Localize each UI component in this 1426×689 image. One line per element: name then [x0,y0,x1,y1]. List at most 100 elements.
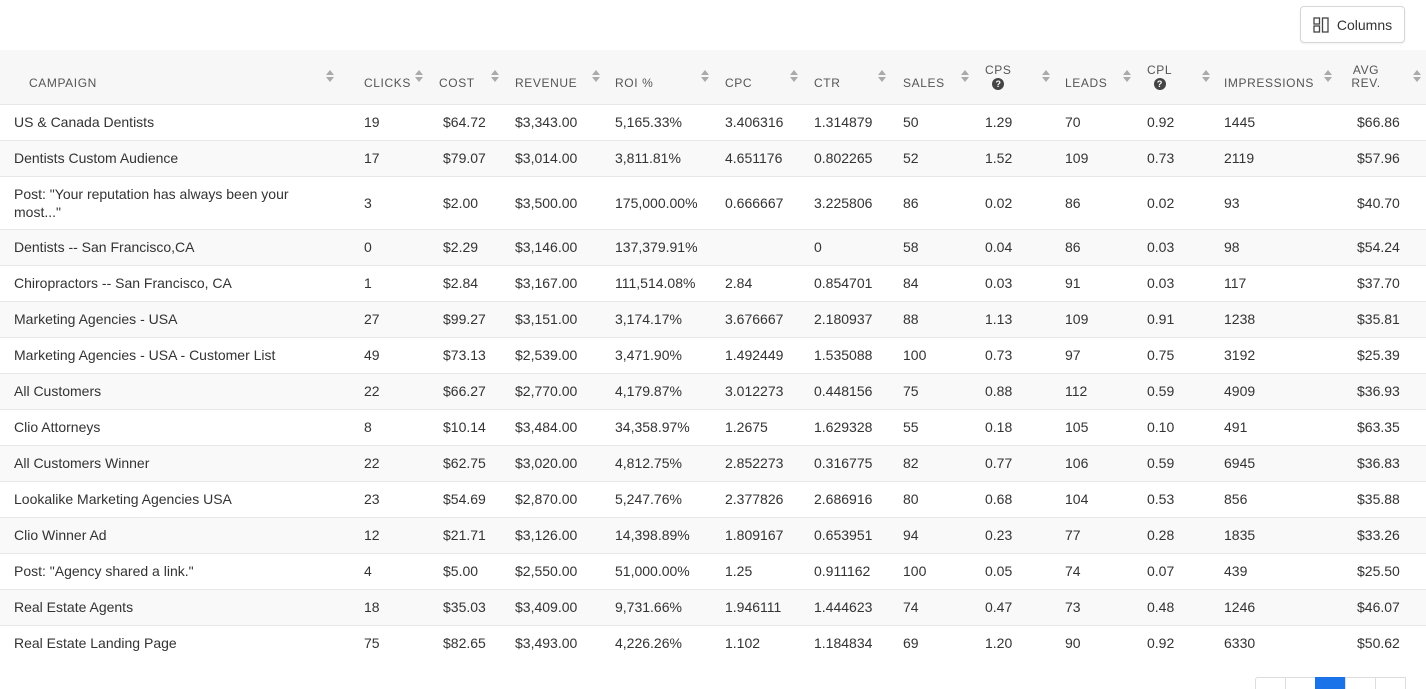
cell-roi: 9,731.66% [615,599,682,615]
header-cost[interactable]: COST [429,50,506,104]
cell-ctr: 1.444623 [814,599,873,615]
sort-icon[interactable] [326,70,334,84]
cell-cps: 1.29 [985,114,1013,130]
page-button[interactable] [1255,677,1286,689]
cell-cpc: 1.492449 [725,347,784,363]
cell-impressions: 6945 [1224,455,1256,471]
header-cpc[interactable]: CPC [716,50,804,104]
table-row[interactable]: Clio Attorneys 8 $10.14 $3,484.00 34,358.97%… [0,409,1426,445]
cell-campaign[interactable]: Post: "Agency shared a link." [14,563,194,579]
sort-icon[interactable] [1324,70,1332,84]
header-campaign[interactable]: CAMPAIGN [0,50,350,104]
cell-leads: 90 [1065,635,1081,652]
cell-campaign[interactable]: Clio Attorneys [14,419,101,435]
table-row[interactable]: Clio Winner Ad 12 $21.71 $3,126.00 14,398.89… [0,517,1426,553]
cell-campaign[interactable]: Real Estate Landing Page [14,635,177,652]
table-row[interactable]: All Customers Winner 22 $62.75 $3,020.00 4,8… [0,445,1426,481]
cell-campaign[interactable]: All Customers [14,383,102,399]
cell-sales: 94 [903,527,919,543]
cell-cpc: 3.012273 [725,383,784,399]
cell-revenue: $2,870.00 [515,491,578,507]
table-row[interactable]: US & Canada Dentists 19 $64.72 $3,343.00 5,1… [0,104,1426,140]
sort-icon[interactable] [1202,70,1210,84]
cell-cps: 0.23 [985,527,1013,543]
cell-clicks: 8 [364,419,372,435]
header-cps[interactable]: CPS? [975,50,1054,104]
cell-impressions: 856 [1224,491,1248,507]
header-revenue[interactable]: REVENUE [506,50,606,104]
cell-cpl: 0.10 [1147,419,1175,435]
sort-icon[interactable] [701,70,709,84]
page-button-active[interactable] [1315,677,1346,689]
table-row[interactable]: Post: "Your reputation has always been y… [0,176,1426,229]
table-row[interactable]: Dentists Custom Audience 17 $79.07 $3,014.0… [0,140,1426,176]
cell-cpl: 0.28 [1147,527,1175,543]
sort-icon[interactable] [790,70,798,84]
cell-cpl: 0.03 [1147,275,1175,291]
cell-campaign[interactable]: Chiropractors -- San Francisco, CA [14,275,232,291]
sort-icon[interactable] [1413,70,1421,84]
cell-cpl: 0.92 [1147,114,1175,130]
cell-avg-rev: $54.24 [1357,239,1400,255]
table-row[interactable]: Post: "Agency shared a link." 4 $5.00 $2,55… [0,553,1426,589]
page-button[interactable] [1345,677,1376,689]
help-icon[interactable]: ? [992,77,1005,90]
cell-campaign[interactable]: Dentists -- San Francisco,CA [14,239,195,255]
sort-icon[interactable] [878,70,886,84]
sort-icon[interactable] [415,70,423,84]
cell-cpl: 0.75 [1147,347,1175,363]
cell-sales: 84 [903,275,919,291]
sort-icon[interactable] [1042,70,1050,84]
page-button[interactable] [1375,677,1406,689]
cell-leads: 112 [1065,383,1088,399]
cell-campaign[interactable]: Dentists Custom Audience [14,150,179,166]
cell-cost: $79.07 [443,150,486,166]
table-row[interactable]: Chiropractors -- San Francisco, CA 1 $2.84… [0,265,1426,301]
header-sales[interactable]: SALES [892,50,975,104]
cell-cpl: 0.48 [1147,599,1175,615]
cell-campaign[interactable]: Real Estate Agents [14,599,134,615]
table-row[interactable]: Marketing Agencies - USA - Customer List… [0,337,1426,373]
cell-sales: 86 [903,194,919,211]
table-row[interactable]: Marketing Agencies - USA 27 $99.27 $3,151.0… [0,301,1426,337]
header-clicks[interactable]: CLICKS [350,50,429,104]
sort-icon[interactable] [961,70,969,84]
sort-icon[interactable] [1123,70,1131,84]
help-icon[interactable]: ? [1153,77,1166,90]
cell-avg-rev: $36.83 [1357,455,1400,471]
table-row[interactable]: Lookalike Marketing Agencies USA 23 $54.69… [0,481,1426,517]
header-cpl[interactable]: CPL? [1138,50,1215,104]
table-header: CAMPAIGN CLICKS COST REVENUE ROI % CPC C… [0,50,1426,104]
cell-campaign[interactable]: Marketing Agencies - USA - Customer List [14,347,276,363]
cell-campaign[interactable]: Post: "Your reputation has always been y… [14,185,289,220]
cell-campaign[interactable]: Clio Winner Ad [14,527,107,543]
sort-icon[interactable] [491,70,499,84]
header-roi[interactable]: ROI % [606,50,716,104]
header-leads[interactable]: LEADS [1054,50,1138,104]
cell-impressions: 2119 [1224,150,1255,166]
cell-clicks: 17 [364,150,380,166]
sort-icon[interactable] [592,70,600,84]
cell-avg-rev: $57.96 [1357,150,1400,166]
table-row[interactable]: All Customers 22 $66.27 $2,770.00 4,179.87% 3… [0,373,1426,409]
cell-campaign[interactable]: Lookalike Marketing Agencies USA [14,491,232,507]
header-impressions[interactable]: IMPRESSIONS [1215,50,1343,104]
table-row[interactable]: Real Estate Agents 18 $35.03 $3,409.00 9,731… [0,589,1426,625]
page-button[interactable] [1285,677,1316,689]
cell-leads: 86 [1065,194,1081,211]
cell-campaign[interactable]: Marketing Agencies - USA [14,311,178,327]
cell-impressions: 6330 [1224,635,1256,652]
cell-clicks: 49 [364,347,380,363]
header-ctr[interactable]: CTR [804,50,892,104]
cell-campaign[interactable]: All Customers Winner [14,455,150,471]
header-avg-rev[interactable]: AVG REV. [1343,50,1426,104]
cell-ctr: 1.535088 [814,347,873,363]
cell-revenue: $3,493.00 [515,635,578,652]
cell-campaign[interactable]: US & Canada Dentists [14,114,155,130]
cell-sales: 58 [903,239,919,255]
table-row[interactable]: Real Estate Landing Page 75 $82.65 $3,493.0… [0,625,1426,661]
columns-button[interactable]: Columns [1300,6,1405,43]
cell-revenue: $2,770.00 [515,383,578,399]
cell-avg-rev: $36.93 [1357,383,1400,399]
table-row[interactable]: Dentists -- San Francisco,CA 0 $2.29 $3,146… [0,229,1426,265]
